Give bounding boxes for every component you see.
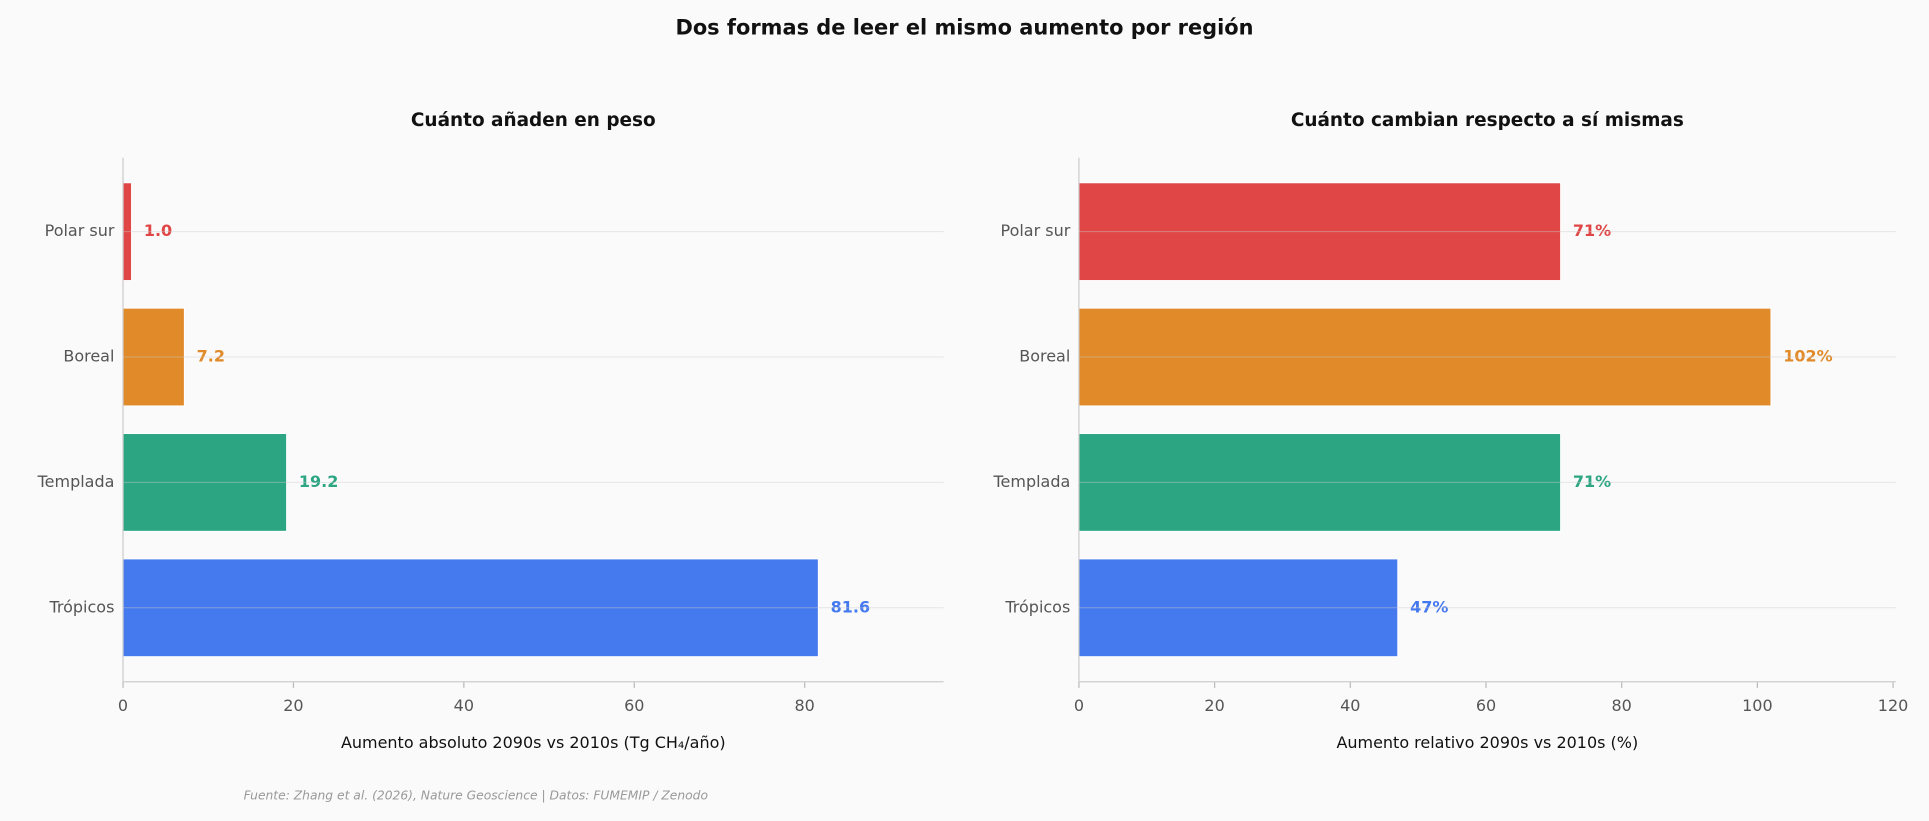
y-tick-label: Trópicos (49, 597, 115, 616)
x-tick-label: 80 (795, 696, 815, 715)
bar (122, 433, 288, 532)
y-tick-label: Boreal (63, 347, 114, 366)
value-label: 81.6 (831, 597, 870, 616)
x-tick-label: 40 (1340, 696, 1360, 715)
bar (1078, 182, 1562, 282)
value-label: 71% (1573, 472, 1611, 491)
value-label: 71% (1573, 221, 1611, 240)
x-tick-label: 60 (1476, 696, 1496, 715)
x-axis-label: Aumento relativo 2090s vs 2010s (%) (1336, 733, 1638, 752)
y-tick-label: Polar sur (1001, 221, 1071, 240)
value-label: 1.0 (144, 221, 172, 240)
y-tick-label: Templada (993, 472, 1071, 491)
x-tick-label: 20 (283, 696, 303, 715)
x-tick-label: 100 (1742, 696, 1773, 715)
value-label: 47% (1410, 597, 1448, 616)
x-tick-label: 80 (1612, 696, 1632, 715)
value-label: 102% (1783, 347, 1832, 366)
y-tick-label: Boreal (1019, 347, 1070, 366)
bar (1078, 307, 1772, 407)
x-tick-label: 20 (1204, 696, 1224, 715)
panel-title: Cuánto añaden en peso (411, 110, 656, 131)
bar (122, 307, 185, 407)
bar (1078, 433, 1562, 532)
y-tick-label: Templada (37, 472, 115, 491)
x-tick-label: 0 (1074, 696, 1084, 715)
x-tick-label: 60 (624, 696, 644, 715)
figure-title: Dos formas de leer el mismo aumento por … (675, 16, 1253, 40)
value-label: 19.2 (299, 472, 338, 491)
x-tick-label: 40 (454, 696, 474, 715)
x-tick-label: 120 (1878, 696, 1909, 715)
panel-title: Cuánto cambian respecto a sí mismas (1291, 110, 1684, 131)
source-note: Fuente: Zhang et al. (2026), Nature Geos… (244, 789, 708, 804)
x-axis-label: Aumento absoluto 2090s vs 2010s (Tg CH₄/… (341, 733, 726, 752)
bar (122, 558, 819, 658)
value-label: 7.2 (197, 347, 225, 366)
y-tick-label: Trópicos (1004, 597, 1070, 616)
x-tick-label: 0 (118, 696, 128, 715)
y-tick-label: Polar sur (45, 221, 115, 240)
